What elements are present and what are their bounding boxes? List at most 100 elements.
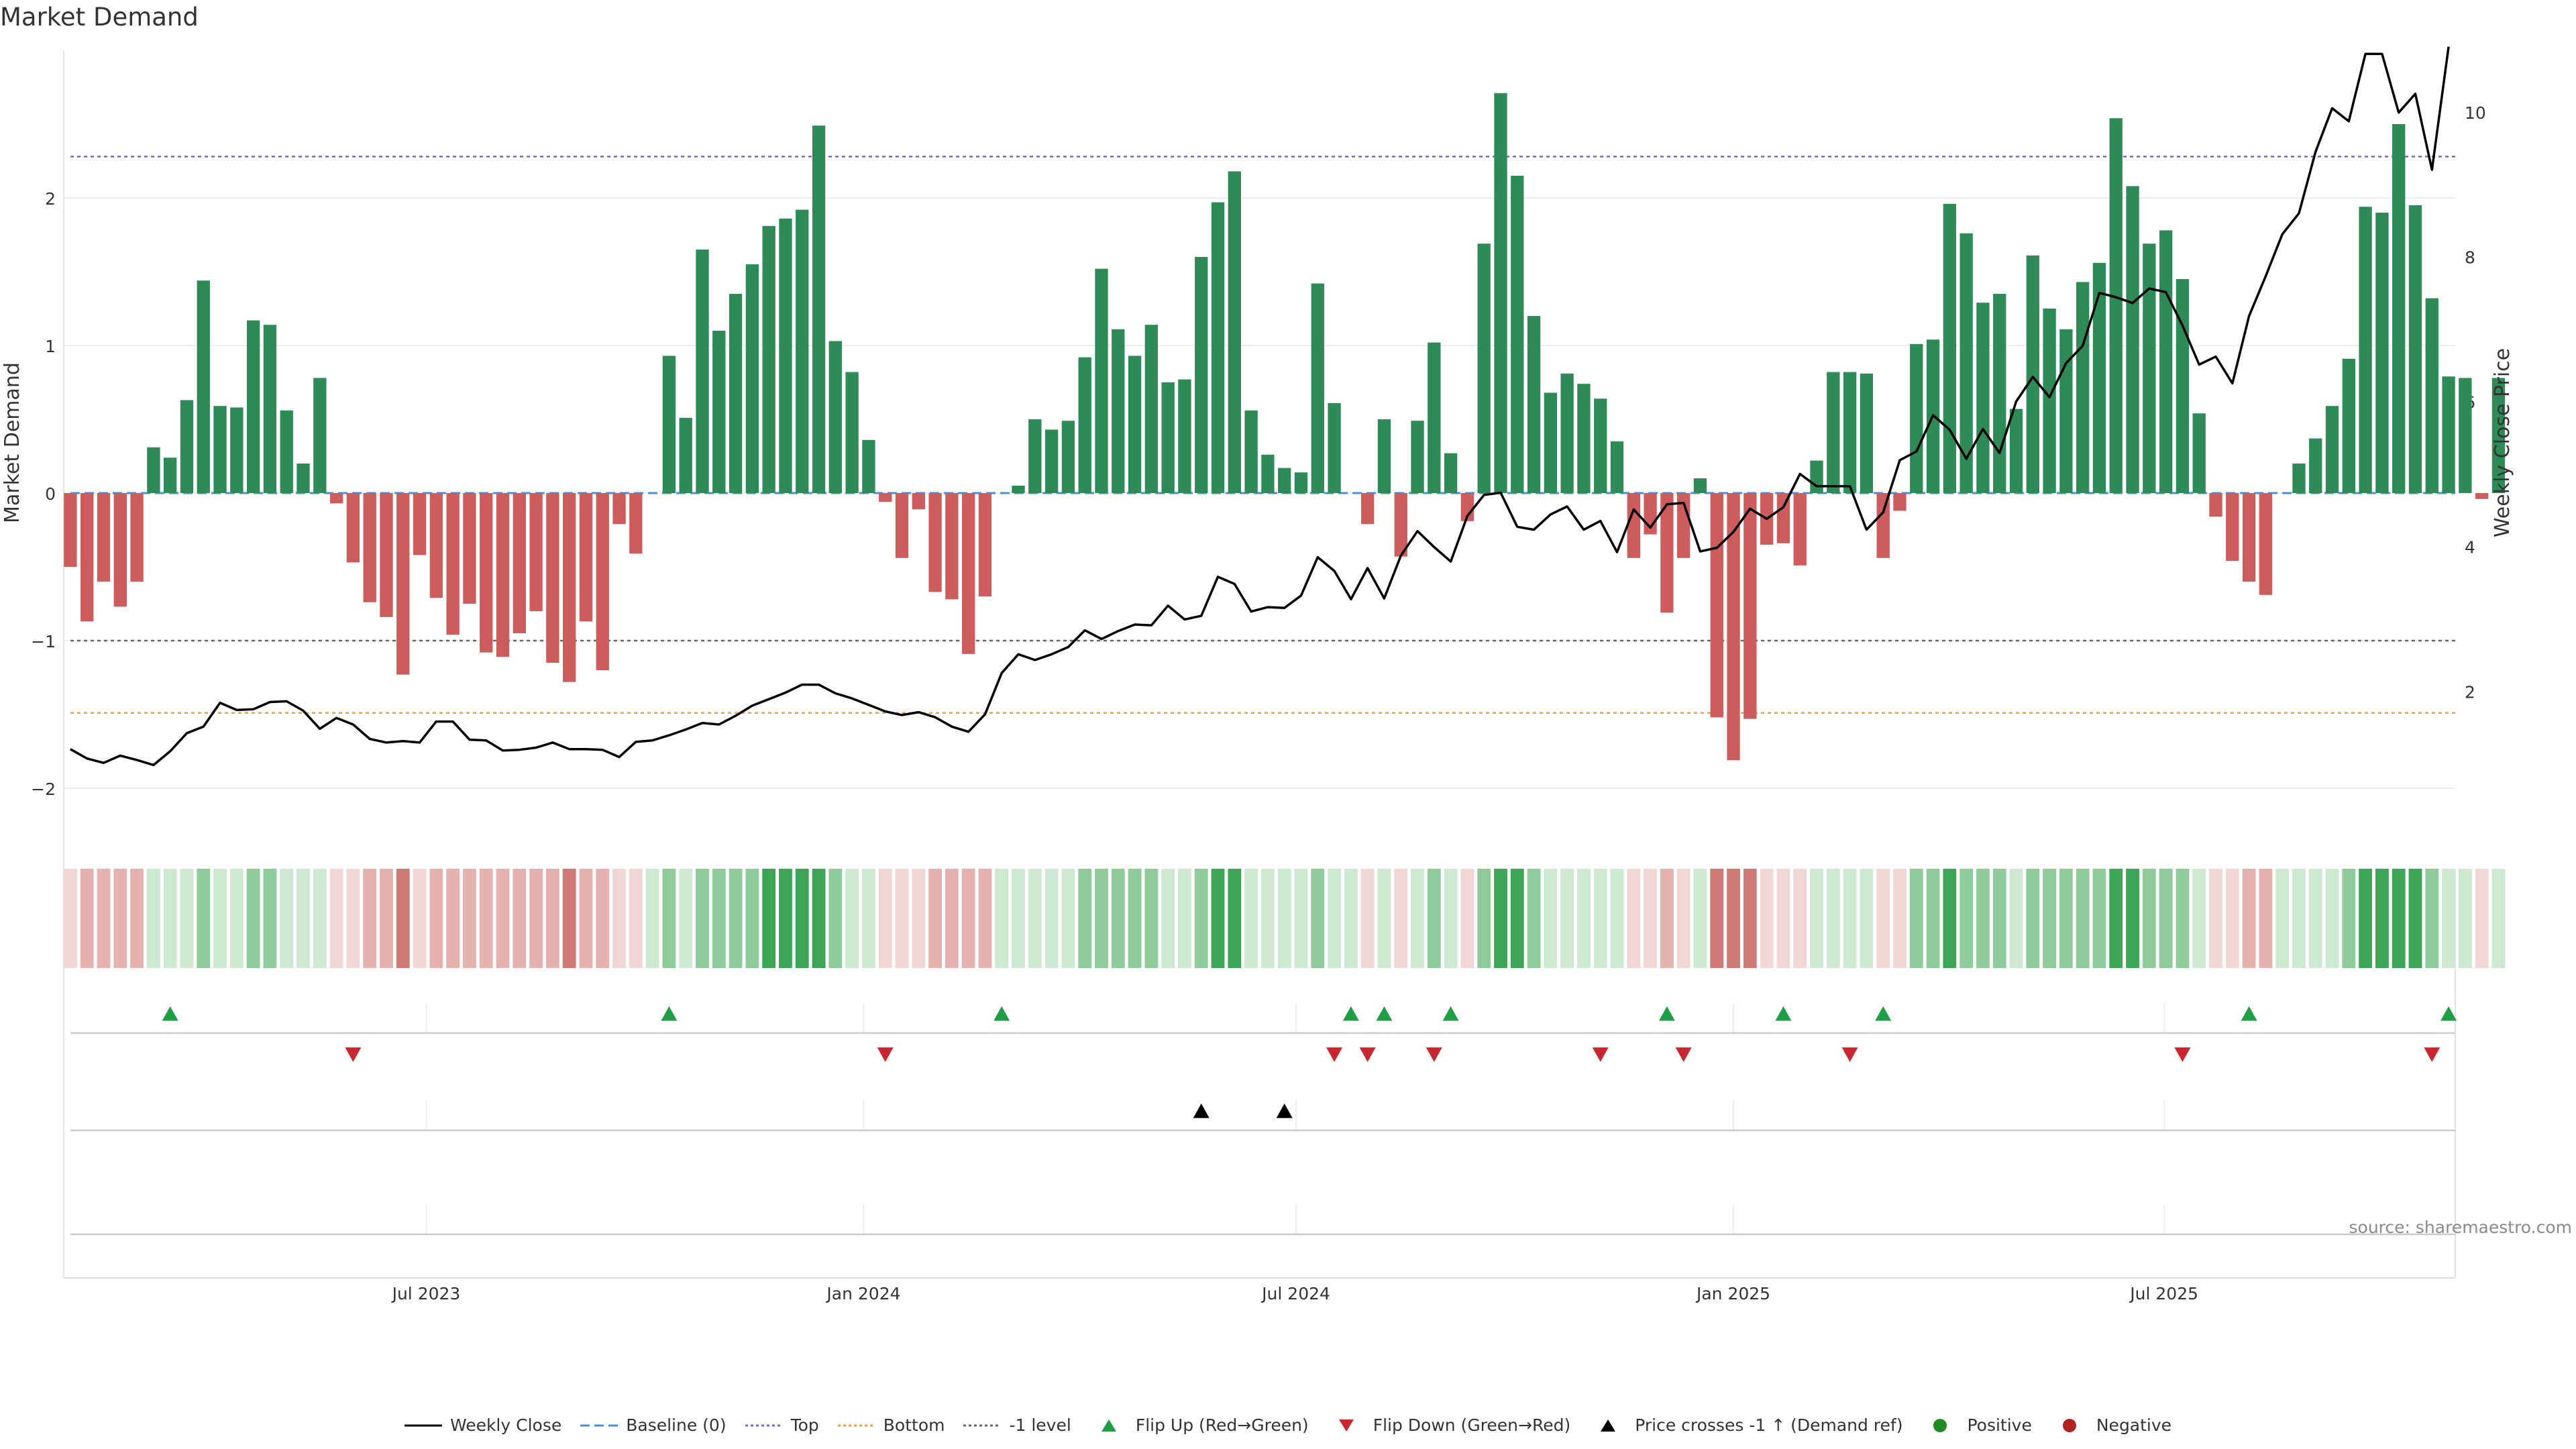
demand-bar [1211,202,1225,493]
heat-cell [762,869,776,968]
heat-cell [978,869,992,968]
heat-cell [2209,869,2222,968]
price-cross-marker [1193,1104,1210,1118]
demand-bar [662,356,676,493]
demand-bar [1743,493,1757,719]
heat-cell [1377,869,1391,968]
demand-bar [1195,257,1208,493]
demand-bar [1860,373,1874,493]
legend-item-flip-up: Flip Up (Red→Green) [1090,1415,1309,1435]
demand-bar [1261,454,1275,493]
flip-down-marker [1675,1047,1692,1062]
flip-up-marker [994,1006,1010,1021]
flip-up-marker [162,1006,178,1021]
heat-cell [2142,869,2156,968]
heat-cell [130,869,144,968]
heat-cell [1360,869,1375,968]
heat-cell [280,869,294,968]
heat-cell [246,869,260,968]
heat-cell [2026,869,2040,968]
heat-cell [1044,869,1059,968]
heat-cell [696,869,709,968]
demand-bar [1627,493,1640,558]
heat-cell [2176,869,2190,968]
heat-cell [446,869,460,968]
heat-cell [812,869,826,968]
heat-cell [1394,869,1408,968]
demand-bar [147,447,160,493]
demand-bar [1411,421,1424,493]
demand-bar [1893,493,1907,511]
demand-bar [463,493,476,604]
demand-bar [1960,233,1973,493]
heat-cell [1826,869,1840,968]
heat-cell [1460,869,1474,968]
heat-cell [1128,869,1142,968]
demand-bar [2375,213,2389,493]
legend-item-weekly-close: Weekly Close [404,1415,561,1435]
heat-cell [2225,869,2239,968]
heat-cell [712,869,726,968]
heat-cell [945,869,959,968]
heat-cell [97,869,111,968]
heat-cell [1727,869,1740,968]
demand-bar [2475,493,2489,499]
demand-bar [2442,376,2455,493]
flip-up-marker [1658,1006,1675,1021]
heat-cell [1244,869,1258,968]
demand-bar [2143,244,2156,493]
flip-down-marker [1592,1047,1609,1062]
legend-label: Positive [1967,1415,2032,1435]
demand-bar [1943,203,1957,493]
weekly-close-swatch-icon [404,1419,442,1432]
legend-item-price-cross: Price crosses -1 ↑ (Demand ref) [1589,1415,1902,1435]
heat-cell [1926,869,1940,968]
heat-cell [2491,869,2506,968]
demand-bar [2109,118,2123,493]
x-tick-label: Jan 2024 [825,1284,900,1303]
demand-bar [1511,176,1524,493]
demand-bar [1444,453,1458,493]
heat-cell [1743,869,1757,968]
flip-down-marker [2424,1047,2440,1062]
heat-cell [845,869,859,968]
demand-bar [1560,373,1574,493]
demand-bar [329,493,343,504]
heat-cell [263,869,277,968]
source-note: source: sharemaestro.com [2349,1218,2573,1237]
heat-cell [1494,869,1507,968]
demand-bar [2026,255,2039,493]
demand-bar [1527,316,1541,493]
flip-up-marker [1376,1006,1393,1021]
heat-cell [662,869,676,968]
heat-cell [2308,869,2322,968]
demand-bar [529,493,543,611]
demand-bar [1727,493,1740,761]
demand-bar [612,493,626,525]
heat-cell [1527,869,1541,968]
weekly-close-line [70,46,2450,767]
heat-cell [429,869,443,968]
heat-cell [1194,869,1208,968]
y2-tick-label: 10 [2465,103,2486,123]
demand-bar [945,493,959,600]
heat-cell [2325,869,2339,968]
demand-bar [1128,356,1142,493]
heat-cell [64,869,77,968]
flip-down-marker [2174,1047,2191,1062]
demand-bar [113,493,127,607]
bottom-swatch-icon [837,1419,875,1432]
heat-cell [346,869,360,968]
demand-bar [796,209,809,493]
flip-up-marker [1442,1006,1459,1021]
demand-bar [2176,279,2190,493]
demand-bar [1228,171,1241,493]
flip-down-marker [345,1047,362,1062]
y2-tick-label: 4 [2465,537,2475,557]
demand-bar [2259,493,2273,595]
heat-cell [363,869,377,968]
heat-cell [545,869,559,968]
demand-bar [1028,419,1042,493]
y-tick-label: −2 [31,780,56,799]
